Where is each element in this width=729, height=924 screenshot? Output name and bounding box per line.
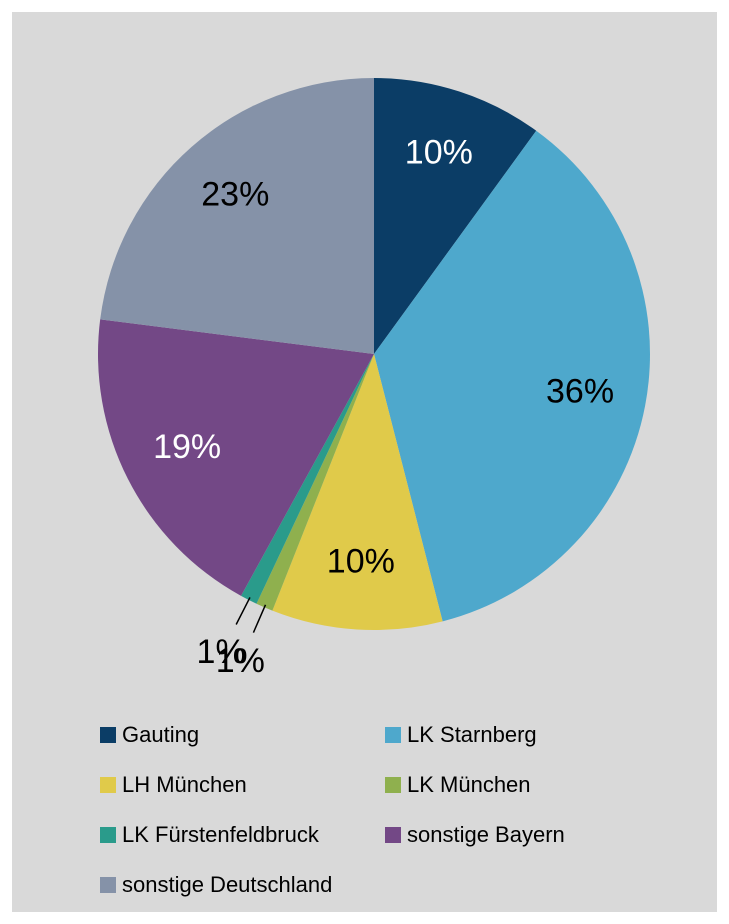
legend-label: LK Starnberg (407, 722, 537, 747)
data-label: 19% (153, 428, 221, 466)
pie-slice (272, 354, 443, 631)
pie-slice (241, 354, 374, 604)
pie-slice (374, 130, 651, 622)
data-label: 23% (201, 176, 269, 214)
legend-label: LH München (122, 772, 247, 797)
pie-slice (97, 319, 374, 596)
data-label: 10% (327, 542, 395, 580)
legend-swatch (100, 777, 116, 793)
legend-swatch (385, 777, 401, 793)
legend-swatch (385, 727, 401, 743)
data-label: 36% (546, 372, 614, 410)
data-label: 10% (405, 133, 473, 171)
pie-slice (100, 78, 375, 354)
legend-swatch (385, 827, 401, 843)
legend-swatch (100, 727, 116, 743)
pie-slice (256, 354, 374, 611)
pie-slice (374, 78, 537, 354)
leader-line (235, 597, 251, 625)
leader-line (252, 604, 267, 633)
legend-label: sonstige Bayern (407, 822, 565, 847)
data-label: 1% (197, 633, 246, 671)
data-label: 1% (216, 642, 265, 680)
legend-label: Gauting (122, 722, 199, 747)
legend-swatch (100, 827, 116, 843)
legend-label: LK Fürstenfeldbruck (122, 822, 320, 847)
legend-label: sonstige Deutschland (122, 872, 332, 897)
legend-label: LK München (407, 772, 531, 797)
legend-swatch (100, 877, 116, 893)
